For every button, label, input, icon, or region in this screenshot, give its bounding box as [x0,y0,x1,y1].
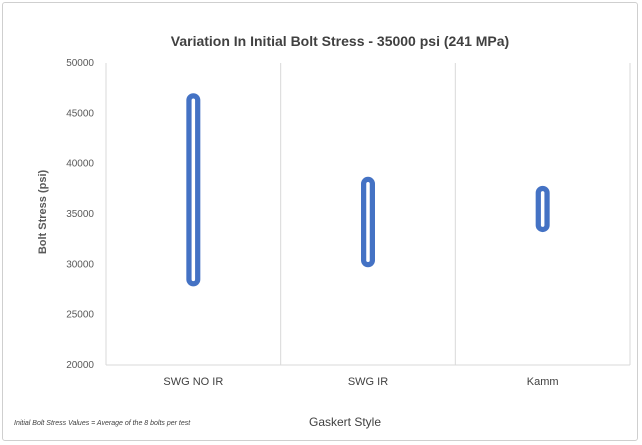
y-tick-label: 30000 [66,259,94,270]
x-axis-title: Gaskert Style [309,415,381,429]
y-tick-label: 40000 [66,159,94,170]
y-tick-label: 35000 [66,209,94,220]
category-label: SWG IR [348,376,388,388]
category-label: Kamm [527,376,559,388]
y-tick-label: 45000 [66,108,94,119]
y-axis-title: Bolt Stress (psi) [37,169,49,254]
category-label: SWG NO IR [163,376,223,388]
y-tick-label: 25000 [66,310,94,321]
y-tick-label: 50000 [66,58,94,69]
y-tick-label: 20000 [66,360,94,371]
chart-area [2,2,638,441]
chart-title: Variation In Initial Bolt Stress - 35000… [171,33,509,49]
footnote: Initial Bolt Stress Values = Average of … [14,420,191,427]
